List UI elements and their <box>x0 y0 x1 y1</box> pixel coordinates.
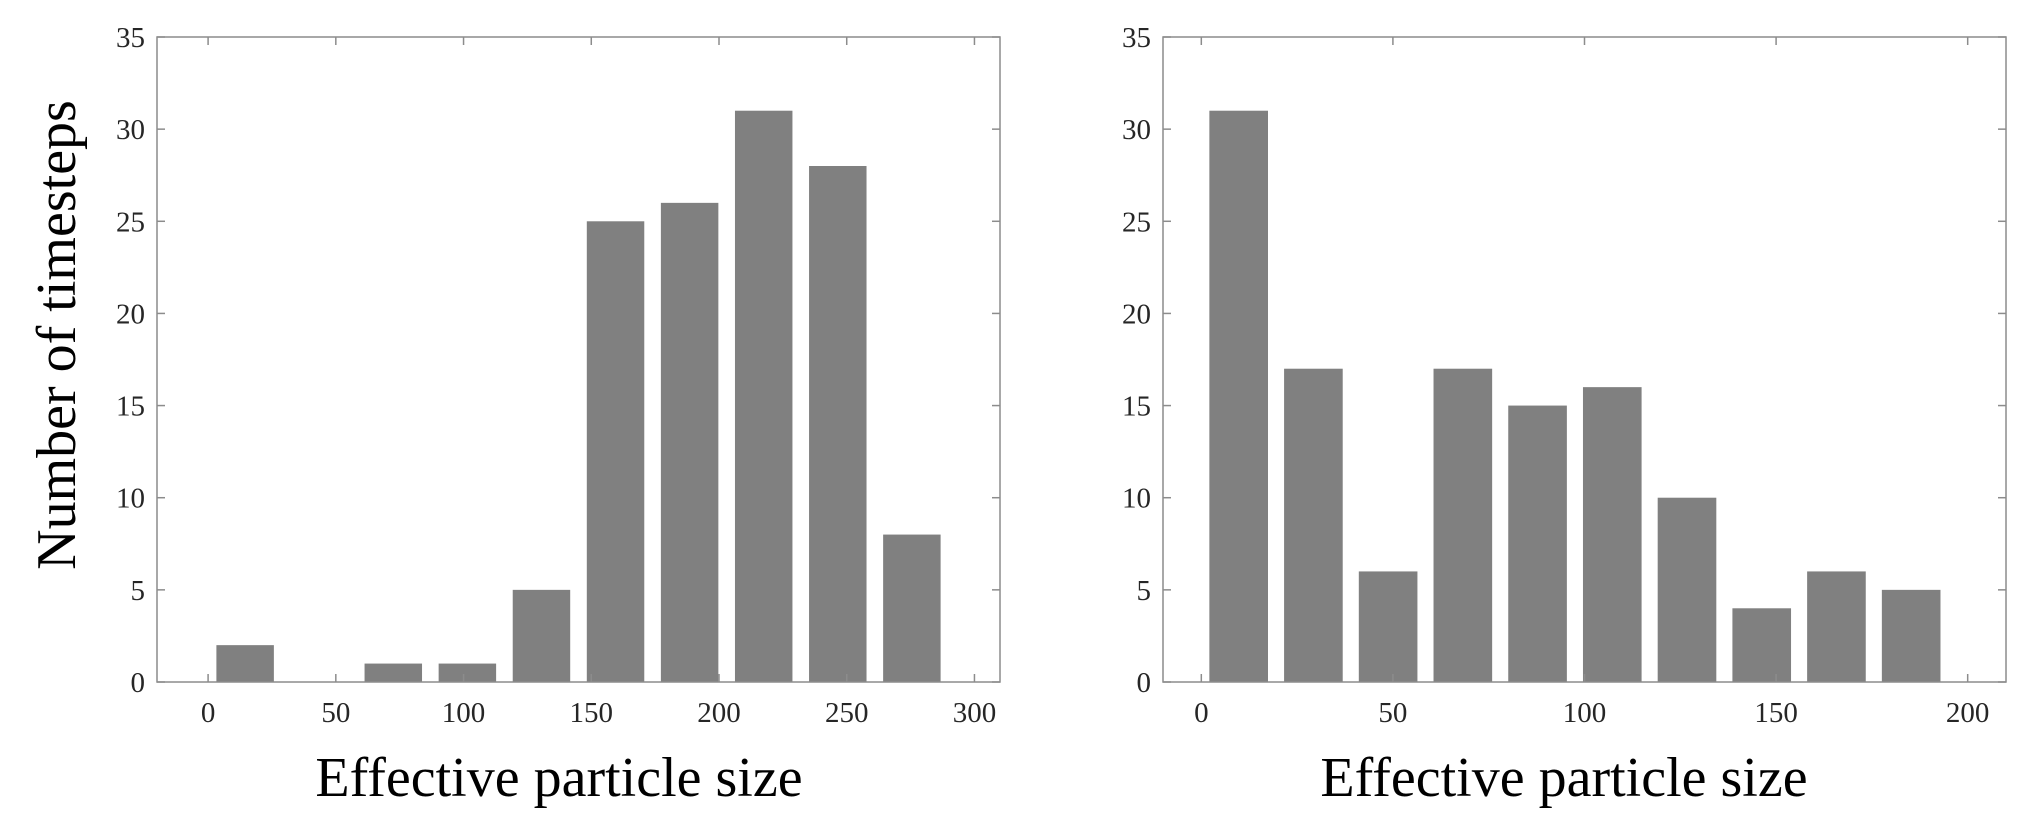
left-xtick-label-6: 300 <box>953 697 997 729</box>
left-bar-2 <box>364 663 423 682</box>
left-xtick-label-5: 250 <box>825 697 869 729</box>
left-bar-9 <box>883 534 941 682</box>
left-histogram: Number of timesteps Effective particle s… <box>26 22 1001 809</box>
right-ytick-label-2: 10 <box>1122 483 1151 515</box>
right-xtick-label-4: 200 <box>1946 697 1990 729</box>
right-bar-1 <box>1284 368 1343 682</box>
right-bar-9 <box>1881 589 1941 682</box>
left-xtick-label-2: 100 <box>442 697 486 729</box>
left-bar-6 <box>660 202 719 682</box>
right-bar-2 <box>1358 571 1418 682</box>
left-ytick-label-1: 5 <box>131 575 146 607</box>
left-ytick-label-6: 30 <box>116 114 145 146</box>
left-bar-5 <box>586 221 645 683</box>
right-ytick-label-6: 30 <box>1122 114 1151 146</box>
left-bar-3 <box>438 663 497 682</box>
left-xtick-label-0: 0 <box>201 697 216 729</box>
right-x-axis-title: Effective particle size <box>1320 747 1807 809</box>
right-ytick-label-4: 20 <box>1122 298 1151 330</box>
left-ytick-label-7: 35 <box>116 22 145 54</box>
right-xtick-label-1: 50 <box>1378 697 1407 729</box>
left-bar-0 <box>216 645 274 682</box>
left-plot-frame <box>156 36 1001 683</box>
right-ytick-label-7: 35 <box>1122 22 1151 54</box>
right-xtick-label-0: 0 <box>1194 697 1209 729</box>
left-bar-7 <box>734 110 793 682</box>
right-bar-0 <box>1209 110 1268 682</box>
right-bar-7 <box>1732 608 1792 682</box>
left-x-axis-title: Effective particle size <box>315 747 802 809</box>
left-ytick-label-2: 10 <box>116 483 145 515</box>
left-ytick-label-4: 20 <box>116 298 145 330</box>
right-bar-4 <box>1508 405 1567 682</box>
right-bar-8 <box>1807 571 1866 682</box>
right-ytick-label-5: 25 <box>1122 206 1151 238</box>
left-ytick-label-0: 0 <box>131 667 146 699</box>
left-bar-4 <box>512 589 571 682</box>
right-ytick-label-3: 15 <box>1122 391 1151 423</box>
left-xtick-label-4: 200 <box>697 697 741 729</box>
right-ytick-label-1: 5 <box>1137 575 1152 607</box>
right-histogram: Effective particle size 0 5 10 15 20 25 30 35 0 5… <box>1122 22 2007 809</box>
left-xtick-label-3: 150 <box>570 697 614 729</box>
left-ytick-label-5: 25 <box>116 206 145 238</box>
right-bar-6 <box>1657 497 1717 682</box>
left-bar-8 <box>809 166 867 682</box>
right-xtick-label-2: 100 <box>1563 697 1607 729</box>
left-xtick-label-1: 50 <box>321 697 350 729</box>
right-bar-5 <box>1582 387 1642 682</box>
left-y-axis-title: Number of timesteps <box>26 100 88 570</box>
left-ytick-label-3: 15 <box>116 391 145 423</box>
right-bar-3 <box>1433 368 1493 682</box>
right-ytick-label-0: 0 <box>1137 667 1152 699</box>
right-xtick-label-3: 150 <box>1754 697 1798 729</box>
